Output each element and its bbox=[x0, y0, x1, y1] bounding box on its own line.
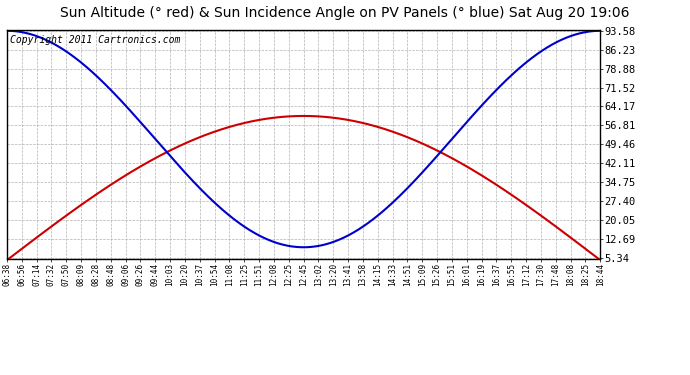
Text: Sun Altitude (° red) & Sun Incidence Angle on PV Panels (° blue) Sat Aug 20 19:0: Sun Altitude (° red) & Sun Incidence Ang… bbox=[60, 6, 630, 20]
Text: Copyright 2011 Cartronics.com: Copyright 2011 Cartronics.com bbox=[10, 34, 180, 45]
